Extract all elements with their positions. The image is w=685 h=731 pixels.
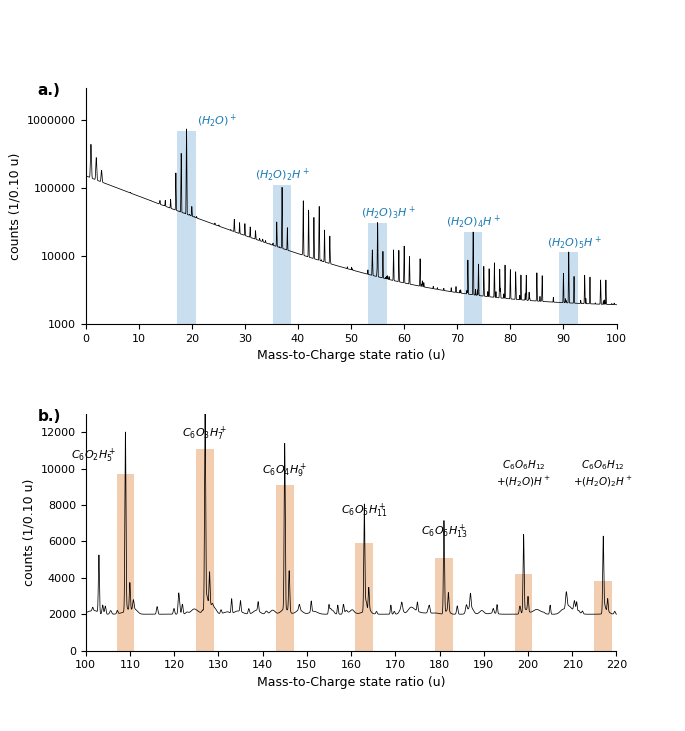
X-axis label: Mass-to-Charge state ratio (u): Mass-to-Charge state ratio (u)	[257, 349, 445, 363]
Text: $C_6O_4H_9^+$: $C_6O_4H_9^+$	[262, 461, 308, 480]
Bar	[177, 131, 196, 325]
Bar	[464, 232, 482, 325]
Bar	[514, 574, 532, 651]
Text: $(H_2O)^+$: $(H_2O)^+$	[197, 112, 238, 129]
Bar	[116, 474, 134, 651]
Bar	[560, 252, 578, 325]
Bar	[369, 223, 387, 325]
Text: $C_6O_2H_5^+$: $C_6O_2H_5^+$	[71, 447, 116, 465]
Text: $(H_2O)_5H^+$: $(H_2O)_5H^+$	[547, 234, 601, 251]
Bar	[356, 543, 373, 651]
Text: $C_6O_3H_7^+$: $C_6O_3H_7^+$	[182, 425, 227, 443]
Text: $C_6O_6H_{12}$
$+(H_2O)H^+$: $C_6O_6H_{12}$ $+(H_2O)H^+$	[496, 458, 551, 489]
Text: $(H_2O)_3H^+$: $(H_2O)_3H^+$	[361, 204, 416, 221]
Text: $C_6O_6H_{12}$
$+(H_2O)_2H^+$: $C_6O_6H_{12}$ $+(H_2O)_2H^+$	[573, 458, 633, 489]
X-axis label: Mass-to-Charge state ratio (u): Mass-to-Charge state ratio (u)	[257, 676, 445, 689]
Bar	[196, 449, 214, 651]
Bar	[273, 185, 291, 325]
Bar	[435, 558, 453, 651]
Text: $(H_2O)_2H^+$: $(H_2O)_2H^+$	[255, 166, 310, 183]
Bar	[276, 485, 294, 651]
Bar	[595, 580, 612, 651]
Y-axis label: counts (1/0.10 u): counts (1/0.10 u)	[22, 479, 35, 586]
Text: a.): a.)	[38, 83, 61, 98]
Text: $(H_2O)_4H^+$: $(H_2O)_4H^+$	[446, 213, 501, 230]
Text: b.): b.)	[38, 409, 61, 425]
Text: $C_6O_5H_{11}^+$: $C_6O_5H_{11}^+$	[341, 501, 388, 520]
Text: $C_6O_6H_{13}^+$: $C_6O_6H_{13}^+$	[421, 523, 467, 542]
Y-axis label: counts (1/0.10 u): counts (1/0.10 u)	[8, 152, 21, 260]
